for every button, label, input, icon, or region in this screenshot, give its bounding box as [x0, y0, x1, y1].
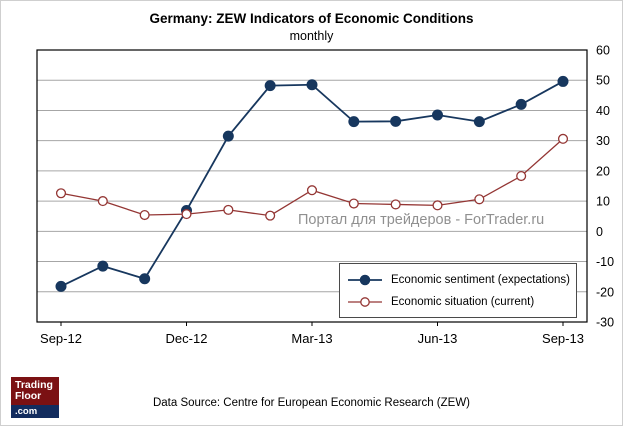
- legend-label: Economic situation (current): [391, 296, 535, 308]
- svg-text:-20: -20: [596, 285, 614, 299]
- svg-text:10: 10: [596, 195, 610, 209]
- tradingfloor-logo-text: Trading Floor: [11, 377, 59, 405]
- legend-item: Economic sentiment (expectations): [346, 269, 570, 291]
- legend-label: Economic sentiment (expectations): [391, 274, 570, 286]
- data-source-label: Data Source: Centre for European Economi…: [152, 397, 471, 409]
- logo-line1: Trading: [15, 379, 53, 391]
- legend-item: Economic situation (current): [346, 291, 570, 313]
- chart-title: Germany: ZEW Indicators of Economic Cond…: [149, 11, 474, 26]
- svg-text:Dec-12: Dec-12: [166, 331, 208, 346]
- svg-text:Sep-12: Sep-12: [40, 331, 82, 346]
- logo-domain: .com: [11, 405, 59, 418]
- svg-text:20: 20: [596, 164, 610, 178]
- line-chart: 60 50 40 30 20 10 0 -10 -20 -30 Sep-12 Dec-12 Mar-13…: [36, 44, 614, 346]
- svg-text:Jun-13: Jun-13: [418, 331, 458, 346]
- svg-text:40: 40: [596, 104, 610, 118]
- logo-line2: Floor: [15, 390, 42, 402]
- svg-text:30: 30: [596, 134, 610, 148]
- svg-text:-10: -10: [596, 255, 614, 269]
- legend-marker: [348, 297, 382, 307]
- svg-text:60: 60: [596, 44, 610, 58]
- tradingfloor-logo: Trading Floor .com: [11, 377, 59, 418]
- svg-text:50: 50: [596, 74, 610, 88]
- svg-text:0: 0: [596, 225, 603, 239]
- chart-subtitle: monthly: [289, 29, 334, 43]
- svg-text:Mar-13: Mar-13: [291, 331, 332, 346]
- legend-marker: [348, 274, 382, 286]
- svg-text:-30: -30: [596, 316, 614, 330]
- svg-text:Sep-13: Sep-13: [542, 331, 584, 346]
- legend: Economic sentiment (expectations) Economi…: [339, 263, 577, 318]
